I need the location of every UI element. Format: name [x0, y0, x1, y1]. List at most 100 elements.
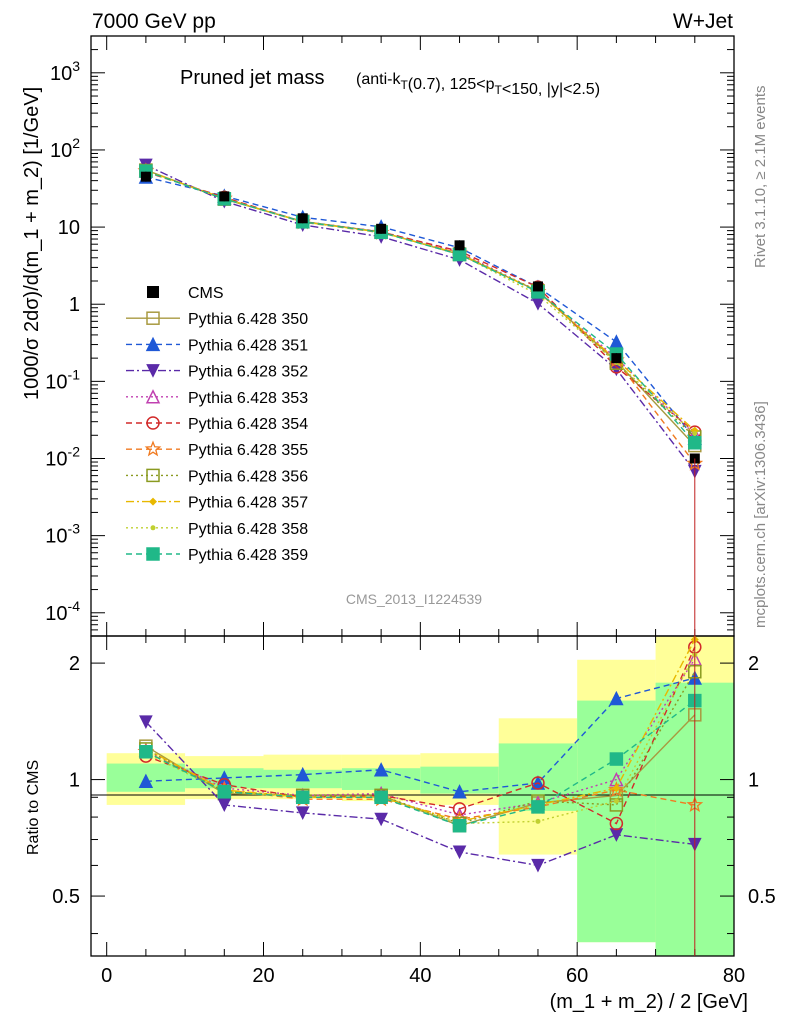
- ratio-tick-label: 2: [748, 653, 759, 675]
- legend-marker: [146, 416, 160, 430]
- legend-marker: [146, 364, 160, 378]
- series-point-ratio: [217, 798, 232, 813]
- analysis-id: CMS_2013_I1224539: [346, 591, 482, 607]
- legend-item: Pythia 6.428 356: [126, 468, 308, 485]
- y-tick-label: 10-4: [45, 598, 80, 625]
- tick-labels: 0 20 40 60 80 10-4 10-3 10-2 10-1 1 10 102 103 0.5 0.5…: [45, 58, 776, 987]
- series-line-ratio: [145, 639, 696, 823]
- legend-label: Pythia 6.428 351: [188, 337, 308, 354]
- series-point-ratio: [452, 818, 467, 833]
- legend-marker: [147, 286, 159, 298]
- series-line-main: [145, 176, 696, 439]
- legend-marker: [150, 525, 156, 531]
- y-tick-label: 103: [50, 58, 80, 85]
- series-point-ratio: [531, 800, 545, 814]
- y-tick-label: 10-3: [45, 521, 80, 548]
- x-tick-label: 0: [101, 965, 112, 987]
- series-point-main: [692, 431, 698, 437]
- legend-marker: [146, 468, 160, 483]
- legend-marker: [146, 311, 160, 325]
- legend-item: Pythia 6.428 357: [126, 495, 308, 512]
- series-line-main: [145, 171, 696, 433]
- plot-title-main: Pruned jet mass: [180, 67, 325, 89]
- legend-item: Pythia 6.428 351: [126, 336, 308, 354]
- legend-label: Pythia 6.428 357: [188, 495, 308, 512]
- data-point: [140, 171, 151, 182]
- plot-title-cuts-text: (anti-kT(0.7), 125<pT<150, |y|<2.5): [356, 71, 600, 98]
- legend: CMS Pythia 6.428 350 Pythia 6.428 351 Pythi…: [126, 285, 308, 564]
- series-point-main: [688, 436, 702, 450]
- series-point-ratio: [139, 715, 153, 729]
- ratio-tick-label: 0.5: [52, 886, 80, 908]
- series-point-ratio: [613, 798, 619, 804]
- legend-label: Pythia 6.428 353: [188, 390, 308, 407]
- series-line-main: [145, 164, 696, 472]
- plot-title: Pruned jet mass: [180, 67, 325, 89]
- axis-ticks: [91, 35, 735, 956]
- legend-item: Pythia 6.428 350: [126, 311, 308, 328]
- series-point-ratio: [374, 812, 388, 827]
- legend-label: Pythia 6.428 350: [188, 311, 308, 328]
- legend-label: CMS: [188, 285, 224, 302]
- y-axis-label: 1000/σ 2dσ)/d(m_1 + m_2) [1/GeV]: [21, 87, 43, 400]
- band-inner: [341, 768, 421, 790]
- legend-label: Pythia 6.428 355: [188, 442, 308, 459]
- plot-title-cuts: (anti-kT(0.7), 125<pT<150, |y|<2.5): [356, 71, 600, 98]
- series-point-ratio: [535, 818, 541, 824]
- series-point-ratio: [452, 802, 467, 816]
- band-inner: [577, 700, 656, 943]
- series-line-ratio: [145, 646, 696, 825]
- ratio-y-axis-label: Ratio to CMS: [25, 760, 42, 855]
- mcplots-label: mcplots.cern.ch [arXiv:1306.3436]: [752, 401, 769, 628]
- series-point-ratio: [609, 816, 624, 831]
- legend-marker: [144, 440, 162, 457]
- legend-marker: [145, 389, 161, 404]
- legend-item: Pythia 6.428 353: [126, 389, 308, 407]
- series-point-main: [531, 297, 545, 311]
- legend-label: Pythia 6.428 359: [188, 547, 308, 564]
- legend-label: Pythia 6.428 358: [188, 521, 308, 538]
- data-point: [532, 281, 543, 292]
- legend-item: CMS: [147, 285, 224, 302]
- series-point-ratio: [612, 784, 621, 793]
- legend-item: Pythia 6.428 358: [126, 521, 308, 538]
- x-tick-label: 40: [409, 965, 431, 987]
- data-points: [140, 171, 700, 956]
- series-line-ratio: [145, 677, 695, 793]
- legend-marker: [145, 336, 161, 352]
- data-point: [219, 191, 230, 202]
- series-point-ratio: [295, 806, 310, 821]
- header-left: 7000 GeV pp: [92, 10, 216, 33]
- legend-item: Pythia 6.428 354: [126, 416, 308, 433]
- y-tick-label: 10: [58, 217, 80, 239]
- series-point-ratio: [608, 781, 625, 798]
- series-point-ratio: [138, 773, 154, 789]
- data-point: [454, 240, 465, 251]
- y-tick-label: 10-2: [45, 444, 80, 471]
- ratio-tick-label: 0.5: [748, 886, 776, 908]
- legend-item: Pythia 6.428 359: [126, 547, 308, 564]
- series-point-ratio: [452, 784, 467, 799]
- y-tick-label: 1: [69, 294, 80, 316]
- y-tick-label: 10-1: [45, 366, 80, 393]
- series-point-ratio: [452, 845, 467, 860]
- ratio-tick-label: 1: [748, 770, 759, 792]
- x-axis-label: (m_1 + m_2) / 2 [GeV]: [550, 991, 748, 1013]
- x-tick-label: 80: [723, 965, 745, 987]
- series-point-ratio: [374, 790, 388, 805]
- ratio-panel-frame: [90, 635, 735, 957]
- legend-label: Pythia 6.428 356: [188, 468, 308, 485]
- series-line-ratio: [145, 700, 696, 827]
- series-line-main: [145, 170, 696, 435]
- x-tick-label: 60: [566, 965, 588, 987]
- legend-marker: [149, 497, 157, 506]
- x-tick-label: 20: [252, 965, 274, 987]
- series-point-ratio: [373, 762, 389, 777]
- series-line-ratio: [145, 658, 696, 816]
- series-point-ratio: [609, 752, 624, 766]
- rivet-label: Rivet 3.1.10, ≥ 2.1M events: [752, 86, 769, 269]
- series-point-ratio: [531, 858, 545, 873]
- series-point-ratio: [531, 776, 545, 790]
- header-right: W+Jet: [673, 10, 733, 33]
